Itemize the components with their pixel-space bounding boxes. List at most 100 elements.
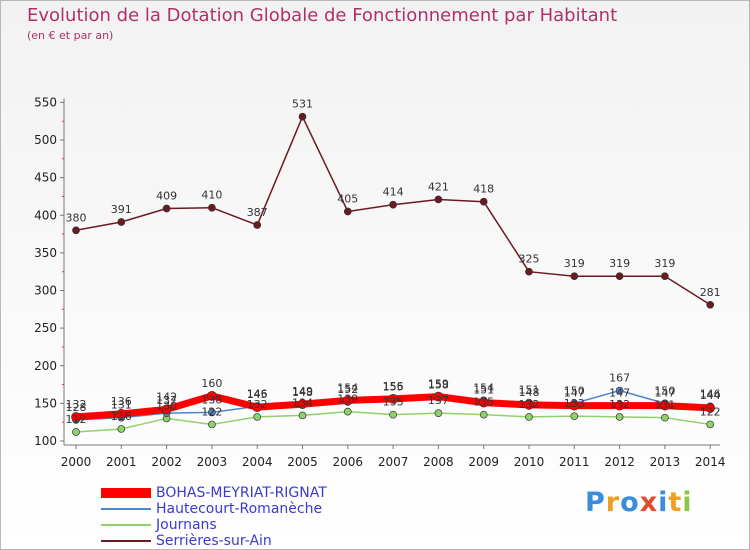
data-point	[342, 395, 353, 406]
data-label: 149	[292, 385, 313, 398]
data-label: 167	[609, 372, 630, 385]
y-tick-label: 200	[34, 359, 57, 373]
data-label: 281	[700, 286, 721, 299]
data-point	[297, 399, 308, 409]
data-label: 154	[473, 381, 494, 394]
data-point	[479, 197, 488, 206]
data-point	[661, 272, 669, 281]
logo-letter: x	[639, 487, 659, 518]
x-tick-label: 2000	[61, 455, 92, 469]
data-label: 135	[473, 396, 494, 409]
data-label: 158	[428, 378, 449, 391]
data-point	[116, 409, 127, 419]
data-label: 150	[564, 384, 585, 397]
data-label: 136	[111, 395, 132, 408]
data-label: 116	[111, 410, 132, 423]
data-label: 160	[201, 377, 222, 390]
series-line-serri-res-sur-ain	[75, 115, 711, 306]
data-point	[434, 195, 443, 204]
data-point	[161, 404, 172, 415]
data-label: 531	[292, 98, 313, 111]
data-point	[389, 200, 397, 209]
data-point	[615, 386, 624, 395]
y-tick-label: 550	[34, 95, 57, 109]
legend-swatch	[101, 508, 151, 510]
data-label: 159	[428, 378, 449, 391]
logo-letter: P	[585, 487, 606, 518]
x-tick-label: 2005	[287, 455, 318, 469]
y-tick-label: 450	[34, 171, 57, 185]
logo-letter: i	[682, 487, 693, 518]
data-point	[389, 410, 397, 419]
data-label: 131	[111, 399, 132, 412]
data-label: 154	[337, 381, 358, 394]
data-point	[208, 408, 216, 417]
x-tick-label: 2013	[650, 455, 681, 469]
data-label: 132	[66, 398, 87, 411]
y-tick-label: 500	[34, 133, 57, 147]
data-point	[705, 403, 716, 413]
data-label: 319	[609, 257, 630, 270]
data-label: 130	[156, 399, 177, 412]
data-label: 380	[66, 211, 87, 224]
x-tick-label: 2007	[378, 455, 409, 469]
chart-title: Evolution de la Dotation Globale de Fonc…	[27, 5, 618, 26]
data-label: 414	[383, 186, 404, 199]
data-point	[208, 420, 216, 429]
data-point	[71, 412, 81, 422]
data-point	[614, 400, 625, 411]
data-label: 418	[473, 183, 494, 196]
data-point	[253, 221, 262, 229]
data-point	[615, 272, 624, 281]
data-point	[253, 413, 262, 421]
data-label: 132	[609, 398, 630, 411]
data-label: 391	[111, 203, 132, 216]
data-label: 128	[66, 401, 87, 414]
data-point	[343, 407, 352, 416]
data-label: 148	[519, 386, 540, 399]
data-label: 142	[156, 390, 177, 403]
data-label: 145	[247, 388, 268, 401]
data-label: 133	[564, 397, 585, 410]
data-point	[706, 300, 715, 309]
data-label: 135	[383, 396, 404, 409]
data-label: 147	[654, 387, 675, 400]
data-label: 319	[654, 257, 675, 270]
data-point	[706, 420, 715, 429]
data-label: 139	[337, 393, 358, 406]
x-tick-label: 2006	[333, 455, 364, 469]
data-point	[252, 402, 263, 412]
data-label: 134	[292, 396, 313, 409]
legend-swatch	[101, 540, 151, 542]
x-tick-label: 2012	[604, 455, 635, 469]
data-point	[661, 413, 669, 422]
data-point	[570, 272, 579, 281]
data-point	[525, 413, 533, 421]
x-tick-label: 2001	[106, 455, 137, 469]
data-label: 137	[156, 394, 177, 407]
data-label: 151	[473, 384, 494, 397]
data-label: 421	[428, 180, 449, 193]
data-point	[343, 207, 352, 216]
data-label: 410	[201, 189, 222, 202]
data-label: 144	[700, 389, 721, 402]
data-label: 319	[564, 257, 585, 270]
series-points	[71, 112, 716, 436]
chart-subtitle: (en € et par an)	[27, 29, 114, 42]
y-tick-label: 350	[34, 246, 57, 260]
data-labels: 380 391 409 410 387 531 405 414 421 418 325 319 319 3…	[66, 98, 721, 426]
legend-label: Hautecourt-Romanèche	[156, 501, 323, 517]
y-tick-label: 100	[34, 434, 57, 448]
y-tick-label: 250	[34, 321, 57, 335]
data-point	[660, 400, 670, 411]
data-point	[162, 204, 171, 213]
x-tick-label: 2009	[468, 455, 499, 469]
data-label: 146	[247, 387, 268, 400]
logo-letter: t	[668, 487, 683, 518]
legend-swatch	[101, 524, 151, 526]
data-label: 137	[428, 394, 449, 407]
x-tick-label: 2014	[695, 455, 726, 469]
data-label: 151	[519, 384, 540, 397]
data-point	[524, 400, 534, 410]
